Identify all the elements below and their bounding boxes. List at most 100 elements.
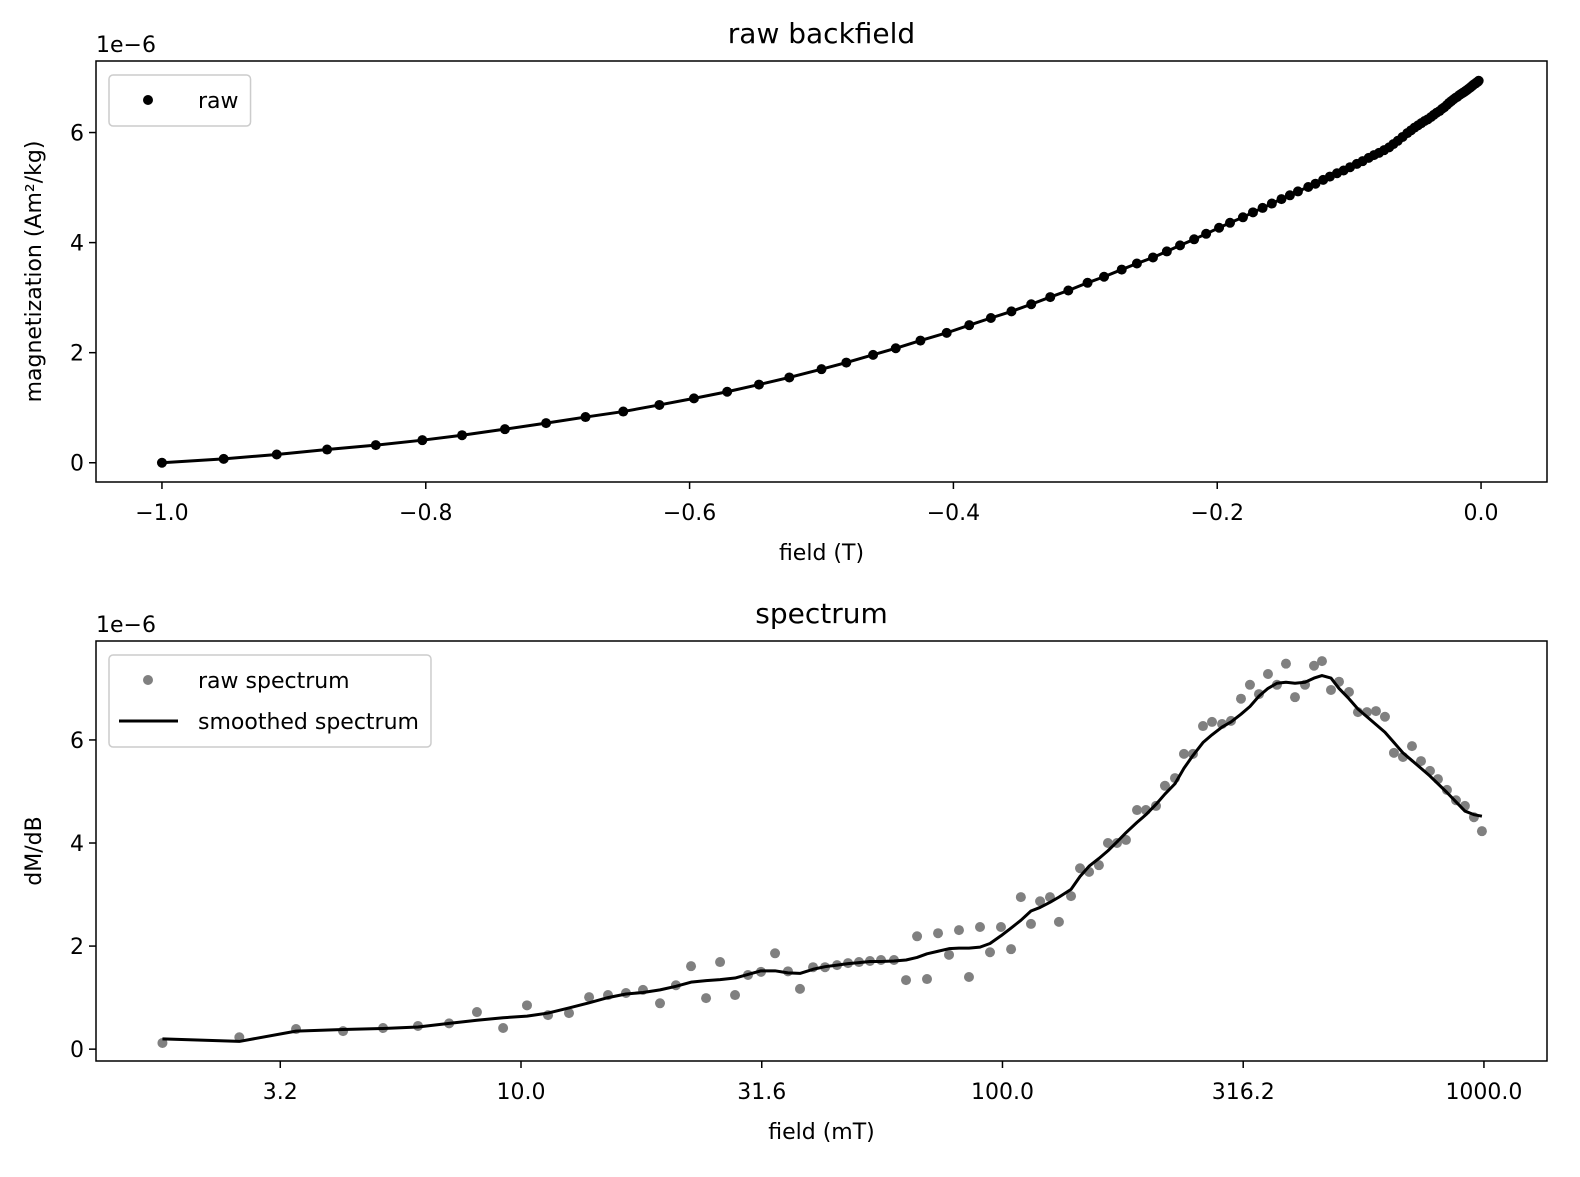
data-point xyxy=(941,327,952,338)
offset-text: 1e−6 xyxy=(96,613,156,638)
y-tick-label: 0 xyxy=(70,452,84,477)
y-tick-label: 6 xyxy=(70,729,84,754)
data-point xyxy=(498,1023,509,1034)
data-point xyxy=(974,922,985,933)
data-point xyxy=(370,440,381,451)
y-tick-label: 2 xyxy=(70,935,84,960)
x-tick-label: 316.2 xyxy=(1212,1080,1275,1105)
data-point xyxy=(841,357,852,368)
data-point xyxy=(1244,679,1255,690)
data-point xyxy=(156,457,167,468)
data-point xyxy=(1276,194,1287,205)
data-point xyxy=(157,1037,168,1048)
data-point xyxy=(1316,656,1327,667)
data-point xyxy=(1280,658,1291,669)
data-point xyxy=(471,1007,482,1018)
data-point xyxy=(584,992,595,1003)
legend-label: raw xyxy=(198,89,239,114)
axes-frame xyxy=(95,640,1548,1062)
series-line xyxy=(162,674,1483,1043)
legend-box xyxy=(108,654,432,748)
data-point xyxy=(1178,748,1189,759)
data-point xyxy=(1247,207,1258,218)
data-point xyxy=(1147,252,1158,263)
data-point xyxy=(1066,891,1077,902)
data-point xyxy=(701,993,712,1004)
y-axis-label: dM/dB xyxy=(22,816,47,885)
data-point xyxy=(1225,217,1236,228)
axes-frame xyxy=(95,60,1548,483)
data-point xyxy=(1476,826,1487,837)
offset-text: 1e−6 xyxy=(96,33,156,58)
data-point xyxy=(722,386,733,397)
y-tick-label: 4 xyxy=(70,832,84,857)
data-point xyxy=(1063,285,1074,296)
data-point xyxy=(1045,292,1056,303)
data-point xyxy=(618,406,629,417)
data-point xyxy=(730,990,741,1001)
data-point xyxy=(1309,660,1320,671)
y-tick-label: 6 xyxy=(70,122,84,147)
data-point xyxy=(1207,716,1218,727)
data-point xyxy=(1026,299,1037,310)
x-tick-label: 1000.0 xyxy=(1445,1080,1522,1105)
data-point xyxy=(541,418,552,429)
x-tick-label: −0.2 xyxy=(1191,501,1244,526)
data-point xyxy=(655,998,666,1009)
plot-area xyxy=(157,656,1487,1048)
data-point xyxy=(1441,784,1452,795)
data-point xyxy=(1099,271,1110,282)
data-point xyxy=(688,393,699,404)
data-point xyxy=(563,1008,574,1019)
x-axis-label: field (T) xyxy=(779,541,864,566)
data-point xyxy=(1201,228,1212,239)
data-point xyxy=(901,975,912,986)
x-tick-label: 0.0 xyxy=(1464,501,1499,526)
data-point xyxy=(963,972,974,982)
data-point xyxy=(1235,693,1246,704)
data-point xyxy=(964,320,975,331)
x-tick-label: −0.8 xyxy=(399,501,452,526)
data-point xyxy=(1214,222,1225,233)
data-point xyxy=(218,453,229,464)
data-point xyxy=(912,931,923,942)
data-point xyxy=(1161,246,1172,257)
x-tick-label: 10.0 xyxy=(497,1080,546,1105)
data-point xyxy=(868,349,879,360)
data-point xyxy=(1159,780,1170,791)
chart-title: spectrum xyxy=(755,597,888,630)
data-point xyxy=(921,974,932,985)
data-point xyxy=(816,364,827,375)
y-tick-label: 4 xyxy=(70,232,84,257)
data-point xyxy=(915,335,926,346)
data-point xyxy=(933,928,944,939)
data-point xyxy=(1262,668,1273,679)
data-point xyxy=(1370,706,1381,717)
data-point xyxy=(944,949,955,960)
data-point xyxy=(784,372,795,383)
x-tick-label: 31.6 xyxy=(737,1080,786,1105)
y-tick-label: 0 xyxy=(70,1038,84,1063)
series-line xyxy=(161,79,1480,465)
data-point xyxy=(1379,711,1390,722)
data-point xyxy=(753,379,764,390)
data-point xyxy=(521,1000,532,1011)
data-point xyxy=(1025,918,1036,929)
data-point xyxy=(794,983,805,994)
data-point xyxy=(1131,258,1142,269)
data-point xyxy=(580,412,591,423)
data-point xyxy=(1006,306,1017,317)
data-point xyxy=(457,430,468,441)
chart-title: raw backfield xyxy=(728,17,915,50)
x-tick-label: 3.2 xyxy=(263,1080,298,1105)
data-point xyxy=(499,424,510,435)
legend: raw spectrum smoothed spectrum xyxy=(108,654,432,748)
data-point xyxy=(1284,190,1295,201)
data-point xyxy=(985,947,996,958)
data-point xyxy=(1116,264,1127,275)
data-point xyxy=(1189,234,1200,245)
x-tick-label: −0.6 xyxy=(663,501,716,526)
data-point xyxy=(1053,916,1064,927)
data-point xyxy=(271,449,282,460)
